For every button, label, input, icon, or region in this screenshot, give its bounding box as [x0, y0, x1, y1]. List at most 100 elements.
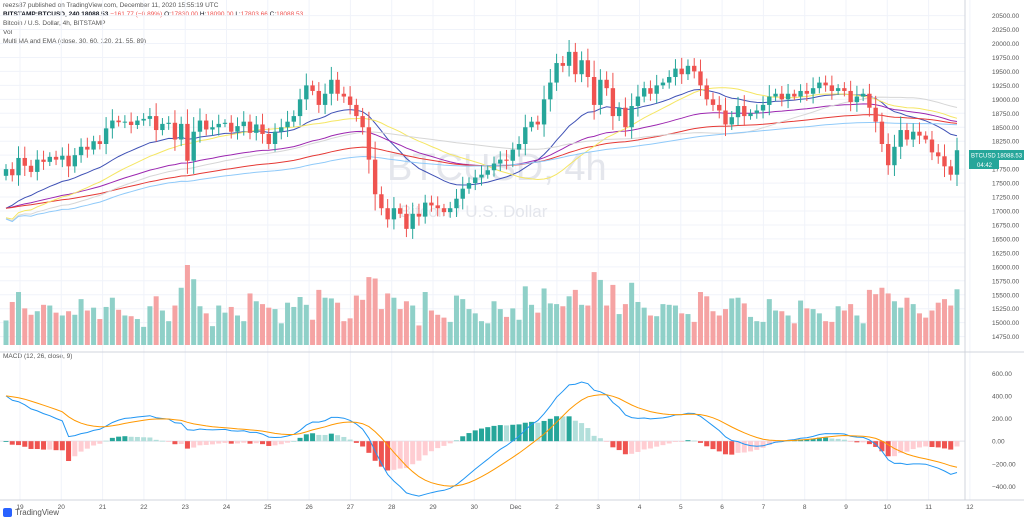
macd-histogram-bar [253, 441, 259, 444]
volume-bar [322, 297, 328, 345]
time-tick-label: 26 [305, 504, 313, 511]
candle-body [297, 99, 303, 117]
macd-histogram-bar [78, 441, 84, 452]
candle [429, 195, 434, 212]
candle [372, 141, 378, 211]
volume-bar [353, 295, 359, 345]
volume-bar [84, 310, 90, 345]
volume-bar [241, 321, 247, 345]
candle [942, 144, 947, 178]
volume-bar [247, 293, 253, 345]
candle [78, 138, 84, 163]
candle-body [66, 155, 71, 167]
volume-bar [297, 297, 303, 345]
published-line: reezs87 published on TradingView.com, De… [3, 2, 219, 9]
macd-histogram-bar [109, 437, 115, 442]
macd-histogram-bar [53, 441, 59, 451]
macd-histogram-bar [278, 441, 284, 445]
volume-bar [260, 304, 266, 345]
candle-body [285, 121, 290, 128]
time-tick-label: 25 [264, 504, 272, 511]
volume-legend[interactable]: Vol [3, 29, 13, 36]
time-tick-label: 29 [429, 504, 437, 511]
macd-histogram-bar [848, 441, 854, 442]
low-label: L: [235, 11, 241, 18]
candle [510, 142, 515, 168]
volume-bar [685, 314, 691, 345]
volume-bar [810, 309, 816, 345]
candle-body [779, 93, 785, 100]
volume-bar [754, 321, 760, 345]
candle [579, 51, 584, 83]
ohlc-line: BITSTAMP:BTCUSD, 240 18088.53 −161.77 (−… [3, 10, 303, 19]
volume-bar [385, 293, 391, 345]
macd-histogram-bar [159, 440, 165, 442]
candle [423, 194, 428, 224]
candle-body [948, 166, 953, 175]
macd-histogram-bar [466, 433, 472, 442]
volume-bar [66, 311, 72, 345]
volume-bar [397, 309, 403, 345]
candle [122, 115, 128, 129]
candle [673, 59, 678, 86]
volume-bar [710, 311, 716, 345]
candle [885, 133, 891, 175]
candle [948, 159, 953, 181]
candle [710, 92, 716, 111]
volume-bar [610, 284, 616, 345]
last-price: 18088.53 [81, 11, 109, 18]
candle-body [178, 123, 184, 140]
candle [385, 199, 390, 228]
time-tick-label: Dec [510, 504, 522, 511]
candle [460, 176, 465, 210]
candle [185, 109, 190, 174]
macd-histogram-bar [147, 437, 153, 442]
candle-body [785, 93, 791, 100]
volume-bar [948, 305, 954, 345]
candle-body [28, 165, 34, 172]
macd-tick-label: 0.00 [992, 439, 1005, 446]
volume-bar [391, 297, 397, 345]
macd-histogram-bar [416, 441, 422, 461]
volume-bar [735, 297, 741, 345]
candle [410, 202, 415, 239]
macd-legend[interactable]: MACD (12, 26, close, 9) [3, 353, 73, 360]
candle-body [598, 79, 603, 105]
candle-body [942, 156, 947, 167]
candle-body [573, 51, 578, 75]
price-tick-label: 18750.00 [992, 111, 1019, 118]
candle-body [723, 110, 728, 125]
macd-tick-label: −400.00 [992, 484, 1016, 491]
macd-histogram-bar [97, 441, 103, 444]
candle [404, 204, 409, 238]
candle [260, 113, 265, 144]
high-value: 18090.00 [206, 11, 234, 18]
candle [329, 66, 334, 106]
volume-bar [378, 309, 384, 345]
macd-histogram-bar [916, 441, 922, 448]
macd-histogram-bar [366, 441, 372, 453]
price-tick-label: 16500.00 [992, 236, 1019, 243]
volume-bars [3, 265, 960, 345]
time-tick-label: 10 [884, 504, 892, 511]
volume-bar [184, 265, 190, 345]
macd-histogram-bar [923, 441, 929, 447]
candle-body [804, 90, 810, 94]
volume-bar [485, 323, 491, 345]
candle-body [773, 93, 778, 97]
ma-legend[interactable]: Multi MA and EMA (close, 30, 60, 120, 21… [3, 38, 147, 45]
candle-body [842, 88, 847, 91]
volume-bar [466, 309, 472, 345]
candle [379, 186, 384, 216]
candle-body [128, 121, 134, 126]
candle [60, 147, 65, 168]
macd-histogram-bar [347, 439, 353, 442]
candle-body [679, 68, 684, 75]
macd-histogram-bar [310, 433, 316, 442]
volume-bar [347, 318, 353, 345]
candle-body [560, 63, 566, 66]
volume-bar [441, 317, 447, 345]
macd-histogram-bar [716, 441, 722, 452]
volume-bar [748, 316, 754, 345]
